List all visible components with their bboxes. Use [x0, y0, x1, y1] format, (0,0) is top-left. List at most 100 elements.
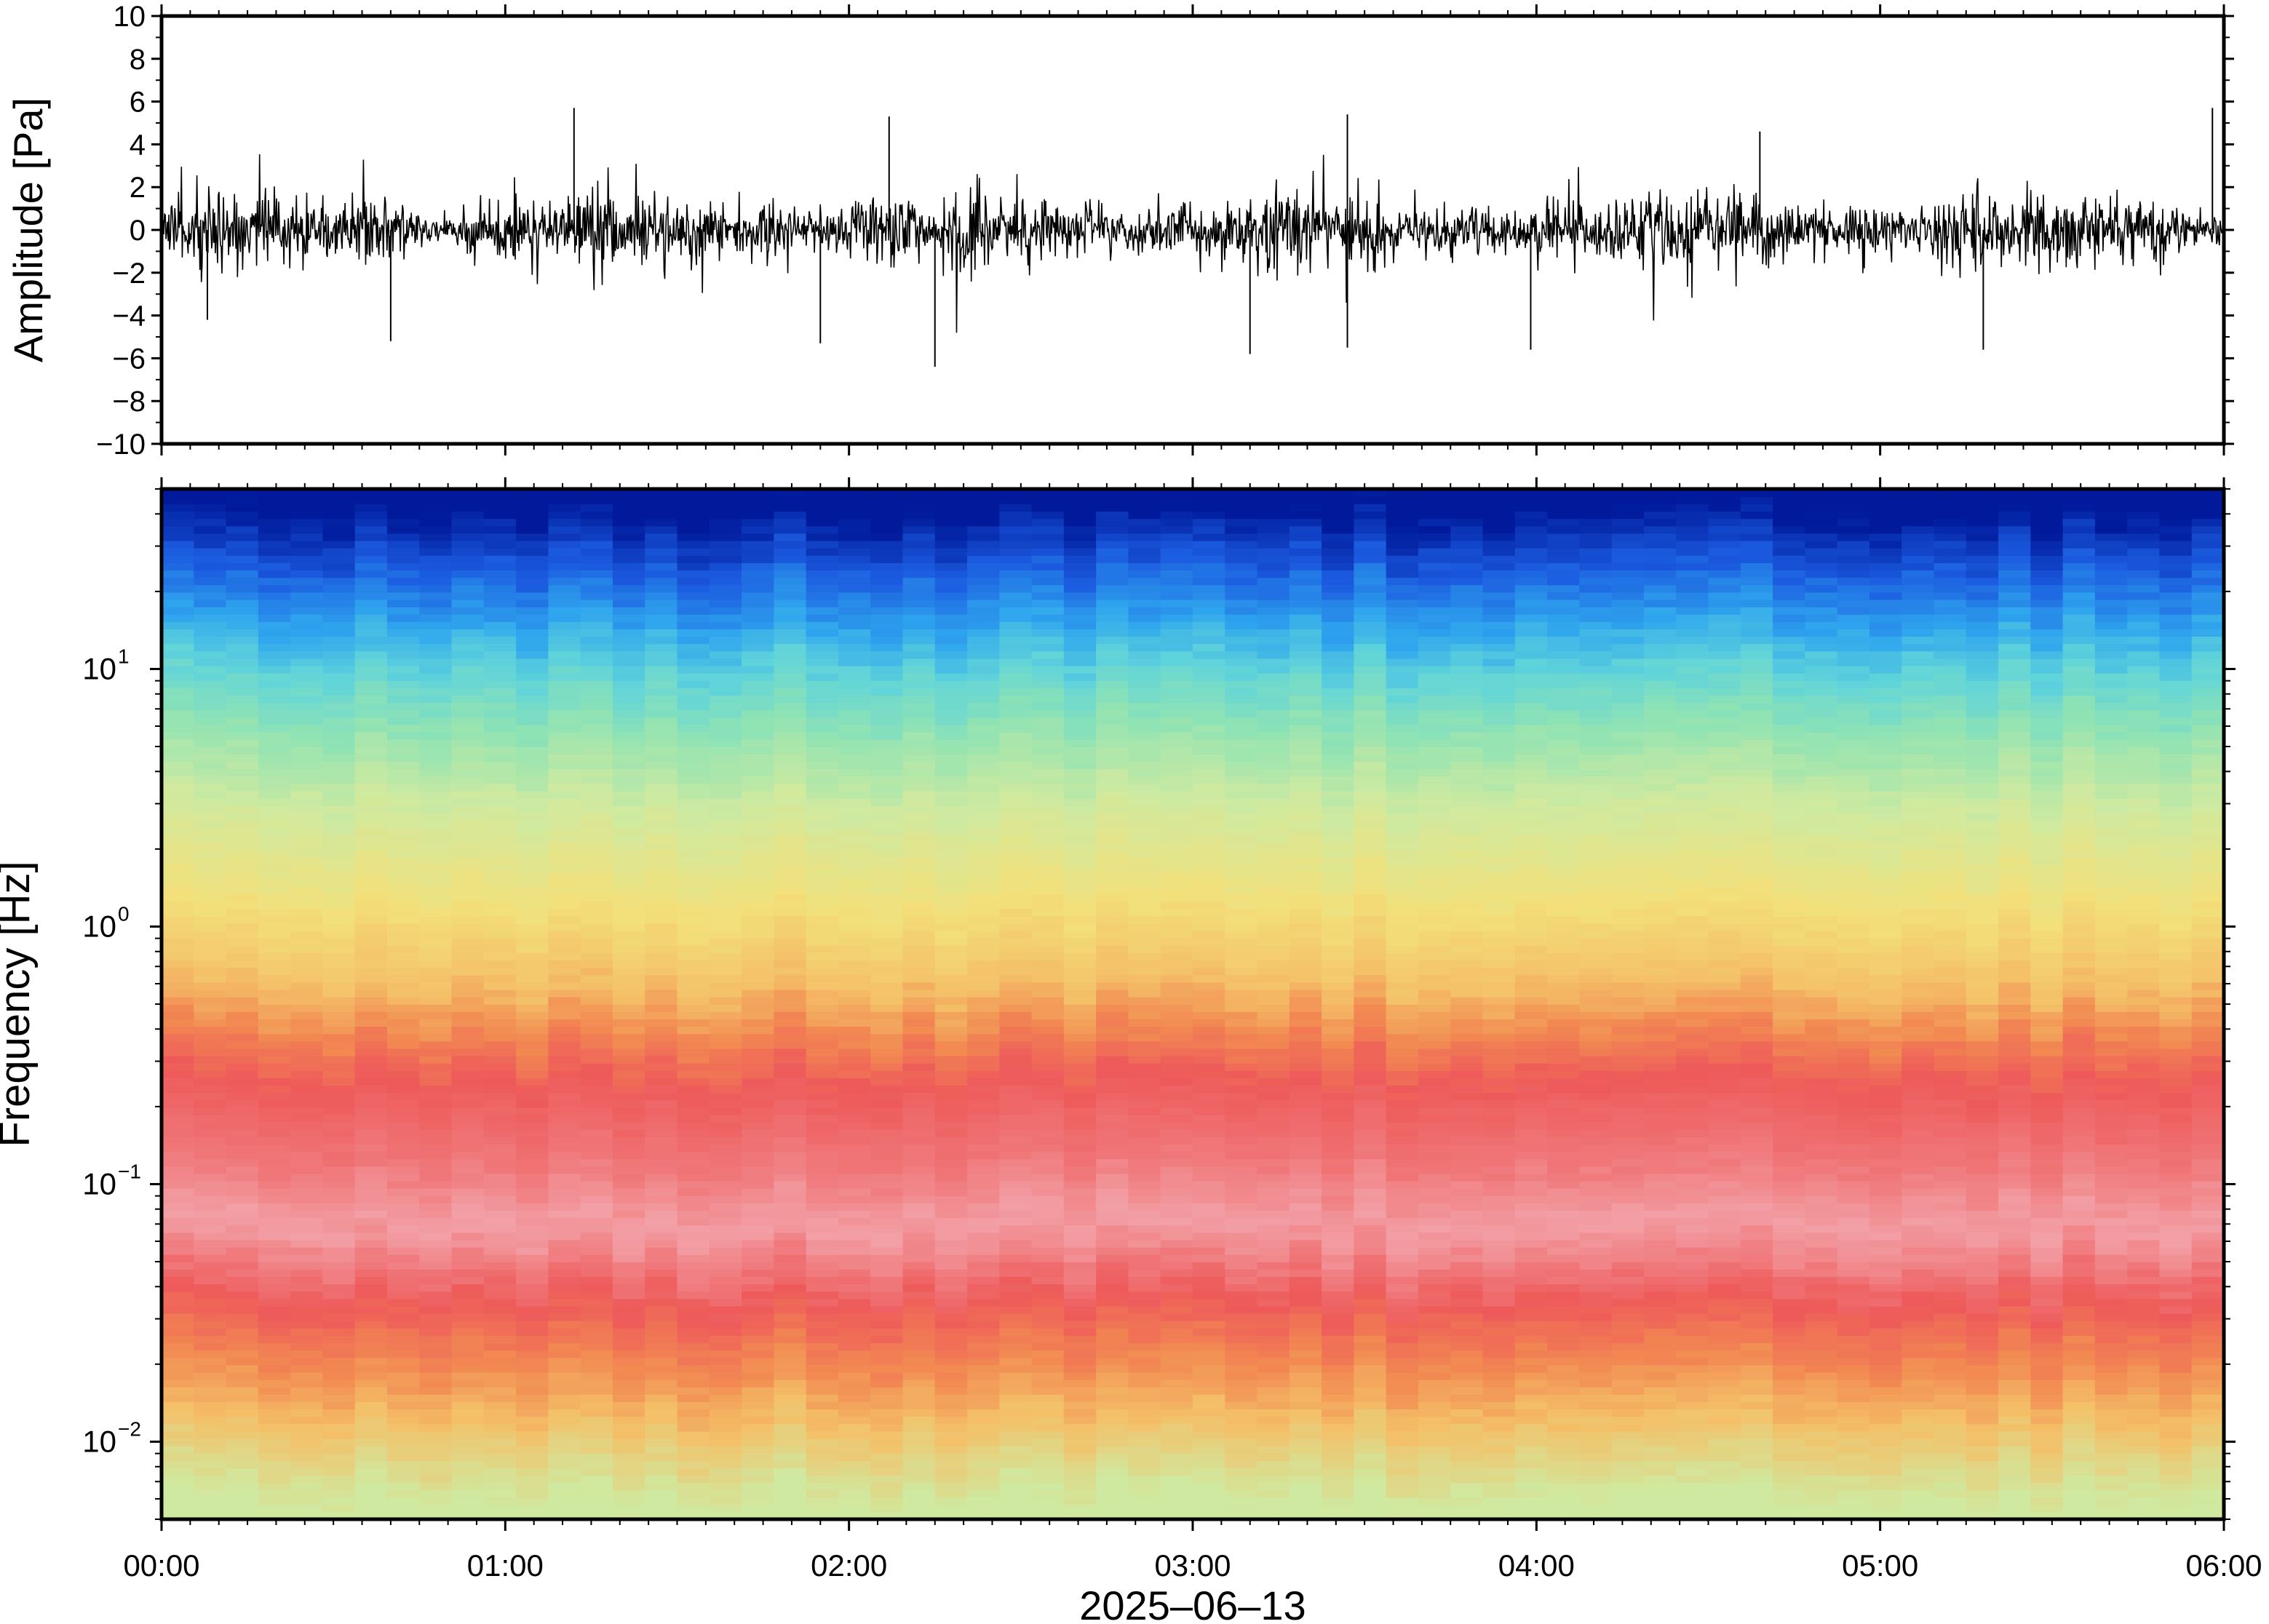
spectrogram-cell: [580, 702, 613, 711]
spectrogram-cell: [967, 1062, 1001, 1071]
spectrogram-cell: [419, 1121, 453, 1130]
spectrogram-cell: [677, 783, 710, 792]
spectrogram-cell: [1257, 1011, 1290, 1020]
spectrogram-cell: [612, 665, 646, 674]
spectrogram-cell: [774, 724, 807, 733]
spectrogram-cell: [1160, 856, 1193, 865]
spectrogram-cell: [483, 1203, 517, 1211]
spectrogram-cell: [354, 1511, 388, 1520]
spectrogram-cell: [194, 1239, 227, 1248]
spectrogram-cell: [838, 1232, 871, 1241]
spectrogram-cell: [483, 695, 517, 704]
spectrogram-cell: [354, 1239, 388, 1248]
spectrogram-cell: [774, 1254, 807, 1262]
spectrogram-cell: [290, 724, 324, 733]
spectrogram-cell: [934, 570, 968, 578]
spectrogram-cell: [516, 562, 549, 571]
spectrogram-cell: [194, 1445, 227, 1454]
spectrogram-cell: [1193, 709, 1226, 718]
spectrogram-cell: [677, 672, 710, 681]
spectrogram-cell: [709, 1372, 742, 1380]
spectrogram-cell: [516, 503, 549, 512]
spectrogram-cell: [1193, 717, 1226, 725]
spectrogram-cell: [194, 1342, 227, 1351]
spectrogram-cell: [1160, 1019, 1193, 1027]
spectrogram-cell: [322, 1342, 356, 1351]
spectrogram-cell: [1063, 731, 1097, 740]
spectrogram-cell: [1063, 1357, 1097, 1366]
spectrogram-cell: [1096, 1298, 1129, 1307]
spectrogram-cell: [1193, 1225, 1226, 1233]
spectrogram-cell: [162, 577, 195, 586]
spectrogram-cell: [1096, 1033, 1129, 1042]
spectrogram-cell: [612, 1137, 646, 1145]
spectrogram-cell: [677, 739, 710, 747]
spectrogram-cell: [1096, 1180, 1129, 1189]
spectrogram-cell: [290, 577, 324, 586]
spectrogram-cell: [999, 695, 1033, 704]
spectrogram-cell: [451, 1011, 485, 1020]
spectrogram-cell: [1289, 1217, 1322, 1226]
spectrogram-cell: [580, 747, 613, 755]
spectrogram-cell: [1225, 820, 1258, 829]
spectrogram-cell: [709, 790, 742, 799]
spectrogram-cell: [806, 1430, 839, 1439]
spectrogram-cell: [548, 1504, 581, 1513]
spectrogram-cell: [1193, 680, 1226, 688]
spectrogram-cell: [1096, 1040, 1129, 1049]
spectrogram-cell: [677, 1137, 710, 1145]
spectrogram-cell: [1193, 1342, 1226, 1351]
spectrogram-cell: [548, 982, 581, 990]
spectrogram-cell: [1225, 1129, 1258, 1137]
spectrogram-cell: [194, 1180, 227, 1189]
spectrogram-cell: [483, 489, 517, 497]
spectrogram-cell: [226, 650, 259, 659]
spectrogram-cell: [354, 982, 388, 990]
spectrogram-cell: [742, 1475, 775, 1484]
spectrogram-cell: [999, 1210, 1033, 1219]
spectrogram-cell: [354, 937, 388, 946]
spectrogram-cell: [838, 695, 871, 704]
spectrogram-cell: [386, 982, 421, 990]
spectrogram-cell: [902, 1129, 936, 1137]
spectrogram-cell: [1096, 1195, 1129, 1203]
spectrogram-cell: [1160, 1195, 1193, 1203]
spectrogram-cell: [774, 1099, 807, 1108]
spectrogram-cell: [258, 1305, 291, 1314]
spectrogram-cell: [774, 754, 807, 763]
spectrogram-cell: [1225, 1328, 1258, 1336]
spectrogram-cell: [709, 709, 742, 718]
spectrogram-cell: [1096, 1342, 1129, 1351]
spectrogram-cell: [1257, 820, 1290, 829]
spectrogram-cell: [774, 790, 807, 799]
spectrogram-cell: [322, 1511, 356, 1520]
spectrogram-cell: [1160, 1335, 1193, 1344]
spectrogram-cell: [806, 709, 839, 718]
spectrogram-cell: [162, 665, 195, 674]
spectrogram-cell: [967, 592, 1001, 600]
spectrogram-cell: [290, 1099, 324, 1108]
spectrogram-cell: [516, 1350, 549, 1358]
spectrogram-cell: [934, 1004, 968, 1012]
spectrogram-cell: [548, 945, 581, 953]
spectrogram-cell: [1096, 511, 1129, 520]
spectrogram-cell: [258, 982, 291, 990]
spectrogram-cell: [870, 1078, 904, 1086]
spectrogram-cell: [934, 688, 968, 696]
spectrogram-cell: [709, 1504, 742, 1513]
spectrogram-cell: [1160, 1137, 1193, 1145]
spectrogram-cell: [1193, 768, 1226, 777]
spectrogram-cell: [934, 1078, 968, 1086]
spectrogram-cell: [419, 856, 453, 865]
spectrogram-cell: [322, 1173, 356, 1182]
spectrogram-cell: [419, 739, 453, 747]
spectrogram-cell: [967, 1232, 1001, 1241]
spectrogram-cell: [162, 1026, 195, 1035]
spectrogram-cell: [162, 930, 195, 939]
spectrogram-cell: [967, 1445, 1001, 1454]
spectrogram-cell: [677, 1504, 710, 1513]
spectrogram-cell: [451, 864, 485, 872]
spectrogram-cell: [1063, 511, 1097, 520]
spectrogram-cell: [580, 496, 613, 505]
spectrogram-cell: [322, 871, 356, 880]
